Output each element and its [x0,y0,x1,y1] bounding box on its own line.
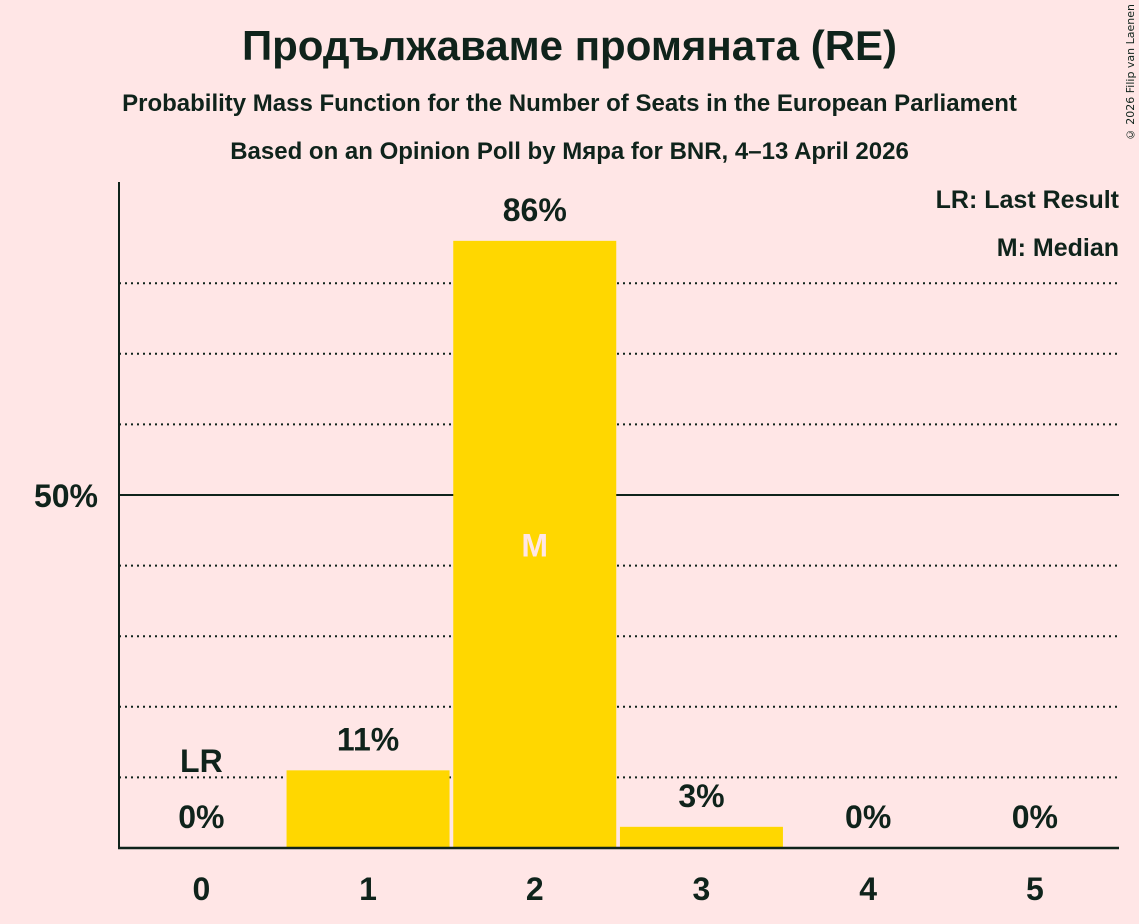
gridlines [119,282,1119,779]
value-label-5: 0% [1012,799,1058,835]
chart-title: Продължаваме промяната (RE) [241,22,898,69]
value-label-0: 0% [178,799,224,835]
legend-last-result: LR: Last Result [935,186,1119,214]
x-tick-label-1: 1 [359,871,377,907]
last-result-marker: LR [180,743,223,779]
value-labels: 0% 11% 86% 3% 0% 0% LR M [178,192,1058,835]
value-label-4: 0% [845,799,891,835]
median-marker: M [521,527,548,563]
y-tick-label-50: 50% [34,478,98,514]
legend-median: M: Median [996,234,1119,262]
x-tick-label-0: 0 [192,871,210,907]
value-label-1: 11% [337,721,399,757]
x-tick-labels: 0 1 2 3 4 5 [192,871,1043,907]
bar-2 [453,240,617,849]
chart-subtitle: Probability Mass Function for the Number… [122,90,1017,117]
poll-source: Based on an Opinion Poll by Мяра for BNR… [230,138,909,165]
value-label-3: 3% [678,778,724,814]
x-tick-label-4: 4 [859,871,877,907]
x-tick-label-5: 5 [1026,871,1044,907]
bars [286,240,783,849]
value-label-2: 86% [503,192,567,228]
bar-1 [286,770,450,848]
x-tick-label-3: 3 [693,871,711,907]
bar-3 [619,826,783,848]
x-tick-label-2: 2 [526,871,544,907]
